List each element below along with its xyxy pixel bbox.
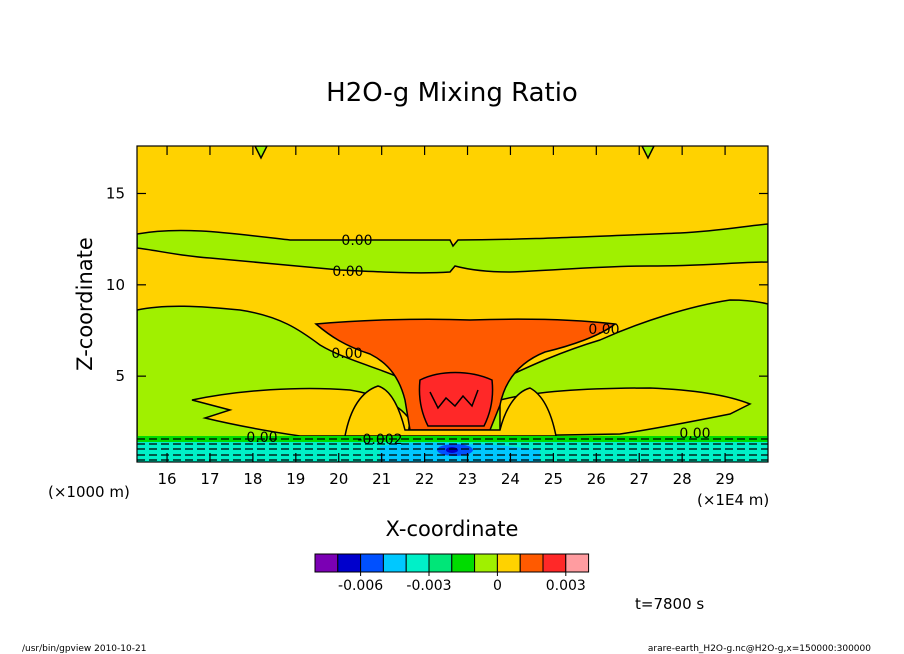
field-surface-darkblue	[446, 447, 458, 453]
contour-label: 0.00	[588, 322, 619, 338]
plot-frame	[136, 145, 769, 463]
colorbar-swatch	[382, 553, 407, 573]
x-tick-label: 29	[716, 470, 735, 488]
field-core-yellow	[344, 385, 557, 437]
contour-label-text: -0.002	[357, 432, 402, 448]
contour-labels: 0.00 0.00 0.00 0.00 0.00 0.00 -0.002	[246, 233, 710, 448]
contour-label: 0.00	[331, 346, 362, 362]
colorbar-swatch	[542, 553, 567, 573]
x-axis: 16 17 18 19 20 21 22 23 24 25 26 27 28 29	[158, 146, 735, 488]
footer-right: arare-earth_H2O-g.nc@H2O-g,x=150000:3000…	[648, 644, 871, 654]
chart-title: H2O-g Mixing Ratio	[326, 78, 578, 108]
colorbar-swatch	[474, 553, 498, 573]
x-tick-label: 18	[243, 470, 262, 488]
field-core-red	[418, 371, 494, 427]
y-unit-label: (×1000 m)	[48, 483, 130, 501]
colorbar-swatch	[428, 553, 453, 573]
colorbar-tick-label: -0.003	[406, 578, 451, 594]
time-label: t=7800 s	[635, 595, 704, 613]
colorbar-tick-label: 0	[493, 578, 502, 594]
x-tick-label: 25	[544, 470, 563, 488]
colorbar-swatch	[314, 553, 339, 573]
x-unit-label: (×1E4 m)	[697, 491, 769, 509]
contour-label-text: 0.00	[588, 322, 619, 338]
contour-label: 0.00	[341, 233, 372, 249]
x-tick-label: 28	[673, 470, 692, 488]
x-tick-label: 16	[158, 470, 177, 488]
y-axis-label: Z-coordinate	[73, 237, 97, 371]
x-tick-label: 24	[501, 470, 520, 488]
colorbar-tick-label: -0.006	[338, 578, 383, 594]
colorbar-swatch	[360, 553, 384, 573]
x-tick-label: 27	[630, 470, 649, 488]
y-axis: 5 10 15	[106, 184, 768, 385]
colorbar-swatch	[519, 553, 544, 573]
field-surface-dashes	[137, 438, 768, 461]
x-tick-label: 23	[458, 470, 477, 488]
x-tick-label: 22	[415, 470, 434, 488]
y-tick-label: 10	[106, 276, 125, 294]
contour-label: 0.00	[679, 426, 710, 442]
field-pocket-right	[499, 387, 752, 437]
colorbar-tick-label: 0.003	[546, 578, 586, 594]
x-tick-label: 17	[200, 470, 219, 488]
contour-label-text: 0.00	[331, 346, 362, 362]
contour-label-text: 0.00	[341, 233, 372, 249]
field-notch-top-right	[641, 146, 655, 160]
colorbar-swatch	[496, 553, 521, 573]
field-core-contour	[429, 389, 479, 410]
contour-label-text: 0.00	[679, 426, 710, 442]
contour-label-text: 0.00	[246, 430, 277, 446]
x-tick-label: 19	[286, 470, 305, 488]
field-band-upper-green	[137, 223, 768, 274]
contour-label-text: 0.00	[332, 264, 363, 280]
colorbar: -0.006 -0.003 0 0.003	[314, 553, 590, 594]
footer-left: /usr/bin/gpview 2010-10-21	[22, 644, 146, 654]
contour-label: 0.00	[332, 264, 363, 280]
y-tick-label: 15	[106, 184, 125, 202]
y-tick-label: 5	[115, 367, 125, 385]
x-axis-label: X-coordinate	[386, 517, 519, 541]
field-notch-top-left	[254, 146, 268, 160]
contour-label: 0.00	[246, 430, 277, 446]
x-tick-label: 21	[372, 470, 391, 488]
x-tick-label: 20	[329, 470, 348, 488]
colorbar-swatch	[337, 553, 362, 573]
contour-label: -0.002	[357, 432, 402, 448]
colorbar-swatch	[451, 553, 476, 573]
contour-field	[137, 146, 768, 462]
colorbar-swatch	[565, 553, 590, 573]
colorbar-swatch	[405, 553, 430, 573]
x-tick-label: 26	[587, 470, 606, 488]
